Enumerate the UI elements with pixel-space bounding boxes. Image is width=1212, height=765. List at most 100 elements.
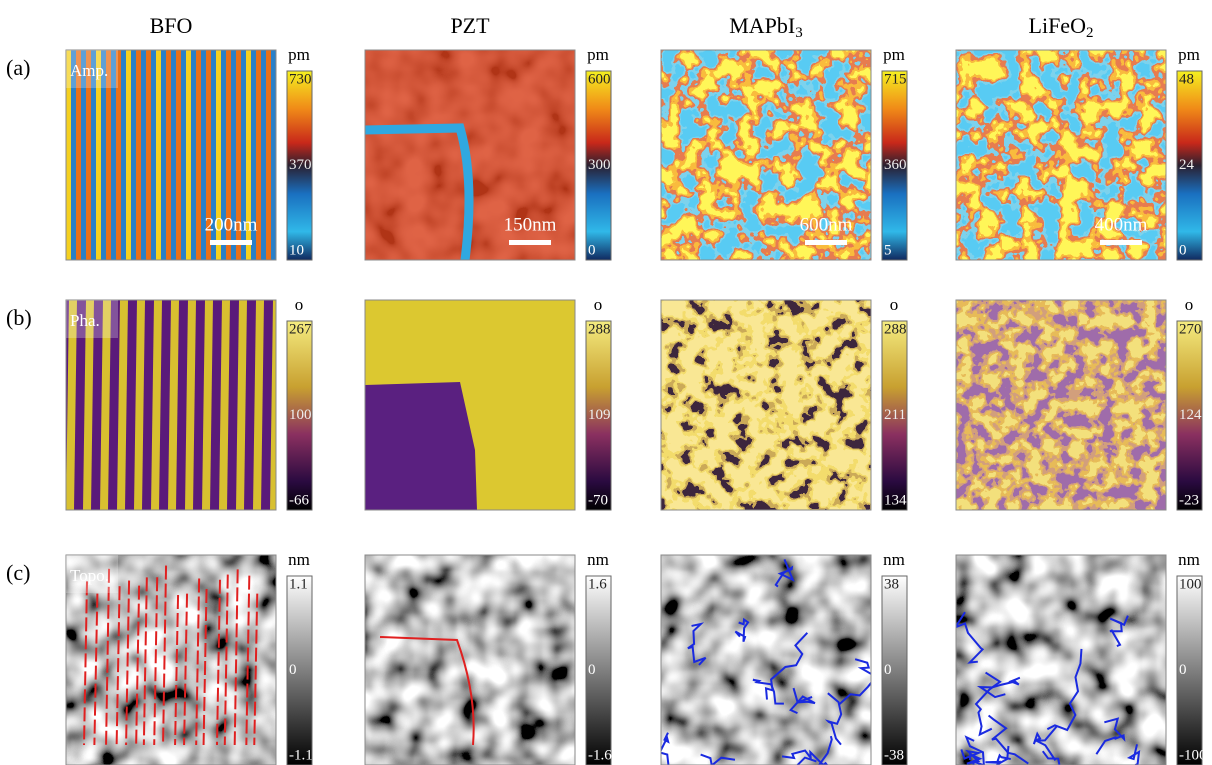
panel-label: Amp.	[70, 61, 108, 80]
colorbar-unit: nm	[288, 550, 310, 569]
colorbar-mid: 124	[1179, 407, 1202, 423]
colorbar-max: 38	[884, 576, 899, 592]
title-text: PZT	[450, 13, 490, 38]
row-label: (c)	[6, 560, 30, 585]
image	[956, 300, 1166, 510]
column-title: BFO	[150, 13, 193, 38]
colorbar-min: -1.1	[289, 747, 313, 763]
figure: BFOPZTMAPbI3LiFeO2(a)Amp.200nmpm73037010…	[0, 0, 1212, 765]
scale-label: 150nm	[504, 214, 557, 235]
column-title: LiFeO2	[1029, 13, 1094, 41]
colorbar-max: 267	[289, 321, 312, 337]
panel-group: Amp.200nmpm73037010	[66, 45, 312, 260]
scale-bar	[1100, 240, 1142, 245]
colorbar-max: 288	[588, 321, 611, 337]
panel-label: Topo.	[70, 566, 109, 585]
stripe	[126, 50, 131, 260]
colorbar-max: 288	[884, 321, 907, 337]
panel-group: nm1000-100	[951, 550, 1207, 765]
image	[365, 555, 575, 765]
colorbar-max: 1.1	[289, 576, 308, 592]
colorbar-mid: 109	[588, 407, 611, 423]
image	[648, 555, 876, 765]
colorbar-mid: 370	[289, 157, 312, 173]
panel-group: o 288 109 -70	[365, 295, 611, 510]
colorbar-min: -38	[884, 747, 904, 763]
colorbar-mid: 360	[884, 157, 907, 173]
topo	[661, 555, 871, 765]
map	[956, 300, 1166, 510]
colorbar-unit: nm	[883, 550, 905, 569]
colorbar-mid: 211	[884, 407, 906, 423]
stripe	[196, 50, 201, 260]
panel-group: o 288 211 134	[661, 295, 907, 510]
colorbar-mid: 0	[588, 662, 596, 678]
colorbar-max: 600	[588, 71, 611, 87]
row-label: (a)	[6, 55, 30, 80]
topo	[956, 555, 1166, 765]
colorbar-min: -100	[1179, 747, 1207, 763]
scale-label: 200nm	[205, 214, 258, 235]
colorbar-max: 100	[1179, 576, 1202, 592]
stripe	[266, 50, 271, 260]
panel-group: Topo. nm 1.1 0 -1.1	[66, 550, 313, 765]
colorbar-unit: pm	[587, 45, 609, 64]
colorbar-unit: nm	[587, 550, 609, 569]
scale-bar	[210, 240, 252, 245]
colorbar-unit: pm	[883, 45, 905, 64]
colorbar-min: -66	[289, 492, 309, 508]
image	[661, 300, 871, 510]
colorbar-min: 134	[884, 492, 907, 508]
colorbar-unit: pm	[1178, 45, 1200, 64]
stripe	[146, 50, 151, 260]
title-text: LiFeO	[1029, 13, 1086, 38]
colorbar-unit: o	[594, 295, 603, 314]
colorbar-unit: o	[295, 295, 304, 314]
colorbar-unit: nm	[1178, 550, 1200, 569]
colorbar-mid: 300	[588, 157, 611, 173]
panel-label: Pha.	[70, 311, 100, 330]
scale-label: 400nm	[1095, 214, 1148, 235]
colorbar-mid: 100	[289, 407, 312, 423]
title-subscript: 2	[1086, 25, 1094, 41]
panel-group: nm 38 0 -38	[648, 550, 907, 765]
colorbar-max: 715	[884, 71, 907, 87]
colorbar-min: -23	[1179, 492, 1199, 508]
title-text: MAPbI	[729, 13, 795, 38]
colorbar-min: 0	[588, 242, 596, 258]
scale-label: 600nm	[800, 214, 853, 235]
panel-group: o270124-23	[956, 295, 1202, 510]
title-text: BFO	[150, 13, 193, 38]
colorbar-mid: 0	[884, 662, 892, 678]
scale-bar	[805, 240, 847, 245]
title-subscript: 3	[795, 25, 803, 41]
stripe	[276, 50, 281, 260]
colorbar-unit: pm	[288, 45, 310, 64]
topo	[365, 555, 575, 765]
stripe	[166, 50, 171, 260]
image	[365, 300, 575, 510]
colorbar-min: -70	[588, 492, 608, 508]
colorbar-mid: 24	[1179, 157, 1195, 173]
stripe	[156, 50, 161, 260]
colorbar-unit: o	[1185, 295, 1194, 314]
image	[951, 555, 1166, 765]
scale-bar	[509, 240, 551, 245]
stripe	[186, 50, 191, 260]
colorbar-max: 48	[1179, 71, 1194, 87]
colorbar-min: -1.6	[588, 747, 612, 763]
panel-group: Pha. o 267 100 -66	[66, 295, 312, 510]
column-title: PZT	[450, 13, 490, 38]
colorbar-mid: 0	[289, 662, 297, 678]
stripe	[176, 50, 181, 260]
colorbar-unit: o	[890, 295, 899, 314]
map	[661, 300, 871, 510]
panel-group: nm1.60-1.6	[365, 550, 612, 765]
domain	[365, 382, 477, 510]
colorbar-max: 730	[289, 71, 312, 87]
stripe	[136, 50, 141, 260]
colorbar-min: 5	[884, 242, 892, 258]
column-title: MAPbI3	[729, 13, 803, 41]
panel-group: 600nm pm 715 360 5	[661, 45, 907, 260]
colorbar-min: 0	[1179, 242, 1187, 258]
